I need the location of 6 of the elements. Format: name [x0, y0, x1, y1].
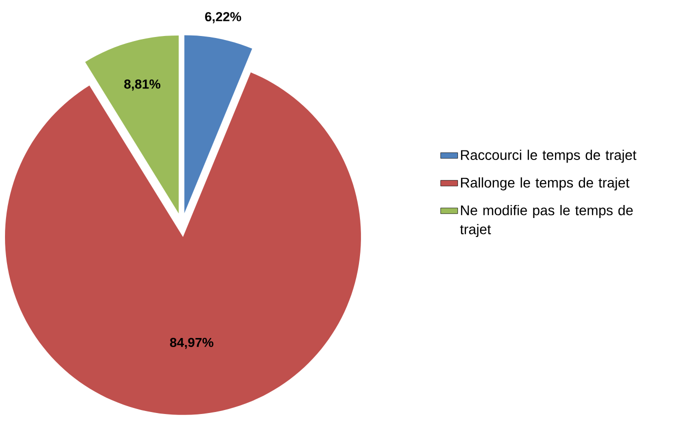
data-label: 8,81%	[124, 79, 160, 91]
legend-label: Rallonge le temps de trajet	[461, 177, 630, 190]
legend-label: Raccourci le temps de trajet	[461, 150, 636, 163]
data-label: 84,97%	[170, 338, 214, 349]
legend-label: Ne modifie pas le temps de trajet	[460, 204, 633, 238]
data-label: 6,22%	[205, 12, 242, 24]
